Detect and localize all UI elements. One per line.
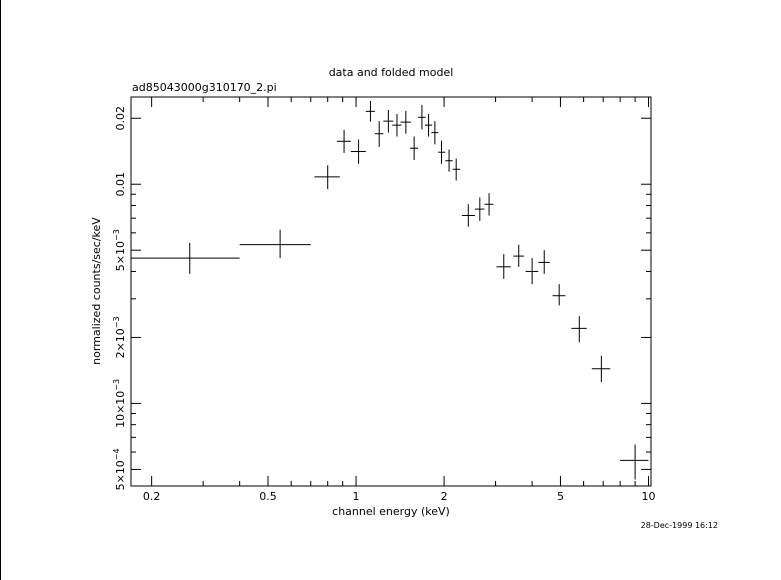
axis-ticks — [131, 97, 651, 486]
data-point — [552, 284, 566, 306]
y-tick-label: 10×10−3 — [112, 379, 127, 428]
y-axis-label: normalized counts/sec/keV — [90, 217, 103, 365]
y-tick-label: 5×10−4 — [112, 448, 127, 490]
data-point — [239, 229, 311, 259]
timestamp: 28-Dec-1999 16:12 — [641, 521, 718, 530]
data-point — [365, 100, 375, 122]
x-axis-label: channel energy (keV) — [332, 505, 450, 518]
data-point — [418, 104, 426, 130]
y-tick-label: 0.01 — [114, 172, 127, 197]
data-point — [431, 121, 439, 145]
data-point — [374, 121, 384, 147]
data-point — [525, 258, 539, 285]
plot-frame — [130, 96, 652, 487]
x-tick-label: 2 — [441, 490, 448, 503]
window-left-border — [0, 0, 1, 580]
data-points — [131, 100, 649, 480]
y-tick-label: 2×10−3 — [112, 316, 127, 358]
x-tick-label: 0.2 — [143, 490, 161, 503]
data-point — [314, 165, 340, 190]
data-point — [438, 140, 446, 164]
data-point — [410, 136, 419, 160]
data-point — [336, 129, 351, 153]
chart-title: data and folded model — [329, 66, 454, 79]
data-point — [131, 242, 240, 274]
data-point — [571, 316, 587, 343]
data-point — [484, 193, 494, 216]
x-tick-label: 10 — [641, 490, 655, 503]
data-point — [538, 250, 550, 274]
x-tick-label: 5 — [557, 490, 564, 503]
data-point — [620, 444, 649, 480]
data-point — [513, 244, 524, 267]
x-tick-labels: 0.2 0.5 1 2 5 10 — [143, 490, 656, 503]
data-point — [474, 197, 485, 221]
data-point — [400, 110, 411, 134]
y-tick-label: 5×10−3 — [112, 229, 127, 271]
data-point — [445, 149, 453, 172]
data-point — [350, 139, 366, 164]
y-tick-labels: 5×10−4 10×10−3 2×10−3 5×10−3 0.01 0.02 — [112, 106, 127, 490]
x-tick-label: 1 — [353, 490, 360, 503]
data-point — [452, 158, 461, 181]
y-tick-label: 0.02 — [114, 106, 127, 130]
data-point — [424, 114, 433, 137]
data-point — [392, 114, 402, 137]
x-tick-label: 0.5 — [259, 490, 277, 503]
data-point — [461, 204, 475, 227]
data-point — [496, 254, 511, 279]
data-point — [383, 110, 394, 133]
data-point — [591, 355, 611, 383]
chart-subtitle: ad85043000g310170_2.pi — [132, 81, 277, 94]
